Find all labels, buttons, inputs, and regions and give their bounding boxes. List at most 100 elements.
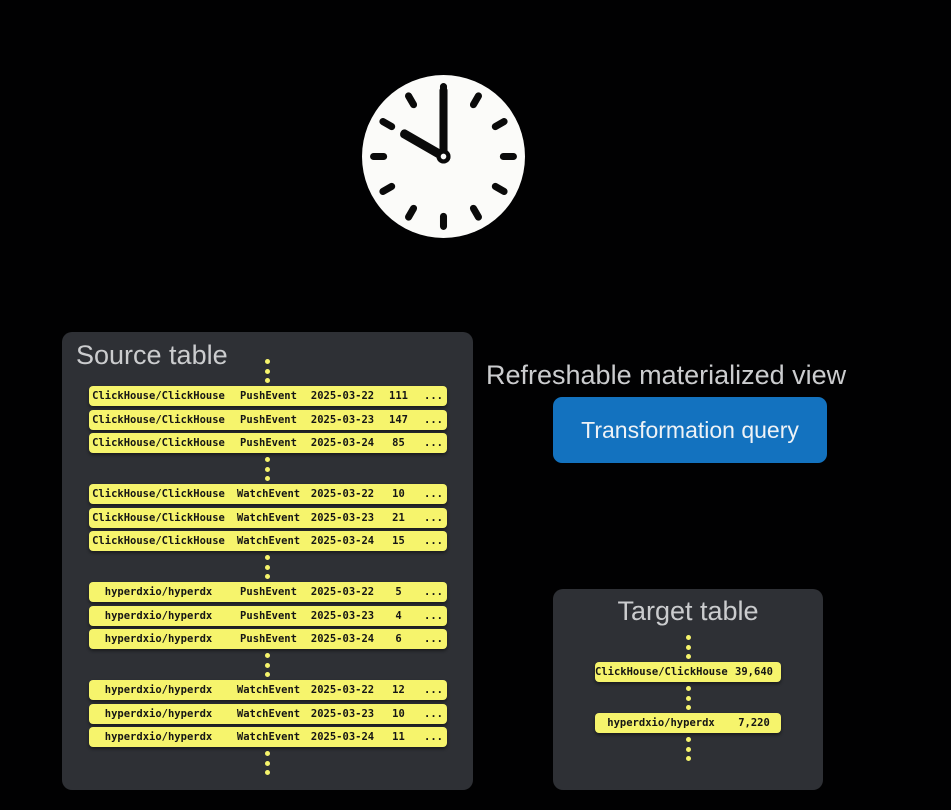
table-cell: 2025-03-22 <box>310 586 375 598</box>
dot <box>685 737 691 742</box>
table-cell: 111 <box>389 390 408 402</box>
table-cell: ClickHouse/ClickHouse <box>92 511 225 524</box>
table-cell: 6 <box>395 633 402 645</box>
table-cell: ... <box>424 437 443 449</box>
row-group: ClickHouse/ClickHouse PushEvent 2025-03-22… <box>88 386 447 453</box>
table-cell: ClickHouse/ClickHouse <box>92 390 225 402</box>
table-cell: 2025-03-23 <box>310 511 375 524</box>
table-cell: 39,640 <box>735 666 773 678</box>
table-row: hyperdxio/hyperdx WatchEvent 2025-03-23 10.… <box>88 703 447 724</box>
table-cell: 2025-03-23 <box>310 609 375 622</box>
dot <box>265 662 270 668</box>
table-cell: 147 <box>389 413 408 426</box>
table-cell: WatchEvent <box>236 488 301 500</box>
table-cell: 21 <box>392 511 405 524</box>
table-cell: ... <box>424 586 443 598</box>
dot <box>265 466 270 472</box>
dot <box>265 760 270 766</box>
source-table-title: Source table <box>76 340 228 370</box>
table-row: ClickHouse/ClickHouse 39,640 <box>595 662 781 682</box>
ellipsis-dots-icon <box>265 457 270 481</box>
table-row: hyperdxio/hyperdx PushEvent 2025-03-24 6... <box>88 629 447 649</box>
table-cell: ... <box>424 511 443 524</box>
dot <box>265 359 270 364</box>
dot <box>685 635 691 640</box>
ellipsis-dots-icon <box>265 653 270 677</box>
table-cell: 2025-03-22 <box>310 390 375 402</box>
target-table-rows: ClickHouse/ClickHouse 39,640 hyperdxio/hyp… <box>595 635 781 764</box>
table-cell: WatchEvent <box>236 511 301 524</box>
table-cell: 7,220 <box>738 717 770 729</box>
table-cell: 10 <box>392 488 405 500</box>
dot <box>265 378 270 383</box>
table-cell: 2025-03-23 <box>310 707 375 720</box>
table-row: ClickHouse/ClickHouse WatchEvent 2025-03-2… <box>88 507 447 528</box>
table-row: hyperdxio/hyperdx PushEvent 2025-03-23 4... <box>88 605 447 626</box>
table-cell: 2025-03-22 <box>310 684 375 696</box>
table-cell: hyperdxio/hyperdx <box>104 731 213 743</box>
table-cell: ... <box>424 731 443 743</box>
table-cell: ... <box>424 633 443 645</box>
table-cell: WatchEvent <box>236 731 301 743</box>
table-cell: ... <box>424 390 443 402</box>
table-cell: 10 <box>392 707 405 720</box>
dot <box>685 756 691 761</box>
dot <box>265 564 270 570</box>
table-cell: 11 <box>392 731 405 743</box>
table-cell: ClickHouse/ClickHouse <box>595 666 728 678</box>
table-cell: 2025-03-24 <box>310 731 375 743</box>
table-row: ClickHouse/ClickHouse PushEvent 2025-03-24… <box>88 433 447 453</box>
table-cell: hyperdxio/hyperdx <box>104 684 213 696</box>
table-cell: ClickHouse/ClickHouse <box>92 488 225 500</box>
source-table-panel: Source table ClickHouse/ClickHouse PushEv… <box>62 332 473 790</box>
table-cell: PushEvent <box>240 633 297 645</box>
table-cell: 2025-03-24 <box>310 633 375 645</box>
table-cell: ClickHouse/ClickHouse <box>92 535 225 547</box>
table-row: ClickHouse/ClickHouse PushEvent 2025-03-23… <box>88 409 447 430</box>
table-row: ClickHouse/ClickHouse WatchEvent 2025-03-2… <box>88 531 447 551</box>
table-cell: WatchEvent <box>236 707 301 720</box>
dot <box>265 672 270 677</box>
table-row: hyperdxio/hyperdx PushEvent 2025-03-22 5... <box>88 582 447 602</box>
row-group: hyperdxio/hyperdx PushEvent 2025-03-22 5...… <box>88 582 447 649</box>
dot <box>265 457 270 462</box>
ellipsis-dots-icon <box>685 635 691 659</box>
table-cell: WatchEvent <box>236 684 301 696</box>
ellipsis-dots-icon <box>685 686 691 710</box>
table-cell: 4 <box>395 609 402 622</box>
table-row: ClickHouse/ClickHouse PushEvent 2025-03-22… <box>88 386 447 406</box>
table-cell: PushEvent <box>240 390 297 402</box>
dot <box>265 555 270 560</box>
table-cell: 2025-03-24 <box>310 437 375 449</box>
ellipsis-dots-icon <box>265 751 270 775</box>
dot <box>685 644 691 650</box>
table-cell: PushEvent <box>240 609 297 622</box>
table-cell: PushEvent <box>240 437 297 449</box>
table-cell: hyperdxio/hyperdx <box>607 717 715 729</box>
table-row: hyperdxio/hyperdx WatchEvent 2025-03-22 12.… <box>88 680 447 700</box>
dot <box>265 770 270 775</box>
table-cell: 2025-03-22 <box>310 488 375 500</box>
table-cell: WatchEvent <box>236 535 301 547</box>
dot <box>265 574 270 579</box>
clock-icon <box>362 75 525 238</box>
target-table-panel: Target table ClickHouse/ClickHouse 39,640… <box>553 589 823 790</box>
row-group: hyperdxio/hyperdx WatchEvent 2025-03-22 12.… <box>88 680 447 747</box>
table-cell: hyperdxio/hyperdx <box>104 633 213 645</box>
table-cell: ClickHouse/ClickHouse <box>92 437 225 449</box>
row-group: ClickHouse/ClickHouse WatchEvent 2025-03-2… <box>88 484 447 551</box>
table-cell: hyperdxio/hyperdx <box>104 707 213 720</box>
dot <box>265 368 270 374</box>
table-row: hyperdxio/hyperdx 7,220 <box>595 713 781 733</box>
table-cell: ... <box>424 488 443 500</box>
dot <box>265 476 270 481</box>
ellipsis-dots-icon <box>685 737 691 761</box>
table-row: ClickHouse/ClickHouse WatchEvent 2025-03-2… <box>88 484 447 504</box>
ellipsis-dots-icon <box>265 555 270 579</box>
table-cell: 12 <box>392 684 405 696</box>
table-cell: 85 <box>392 437 405 449</box>
transformation-query-button[interactable]: Transformation query <box>553 397 827 463</box>
table-cell: 2025-03-24 <box>310 535 375 547</box>
materialized-view-label: Refreshable materialized view <box>486 360 847 390</box>
table-cell: 15 <box>392 535 405 547</box>
